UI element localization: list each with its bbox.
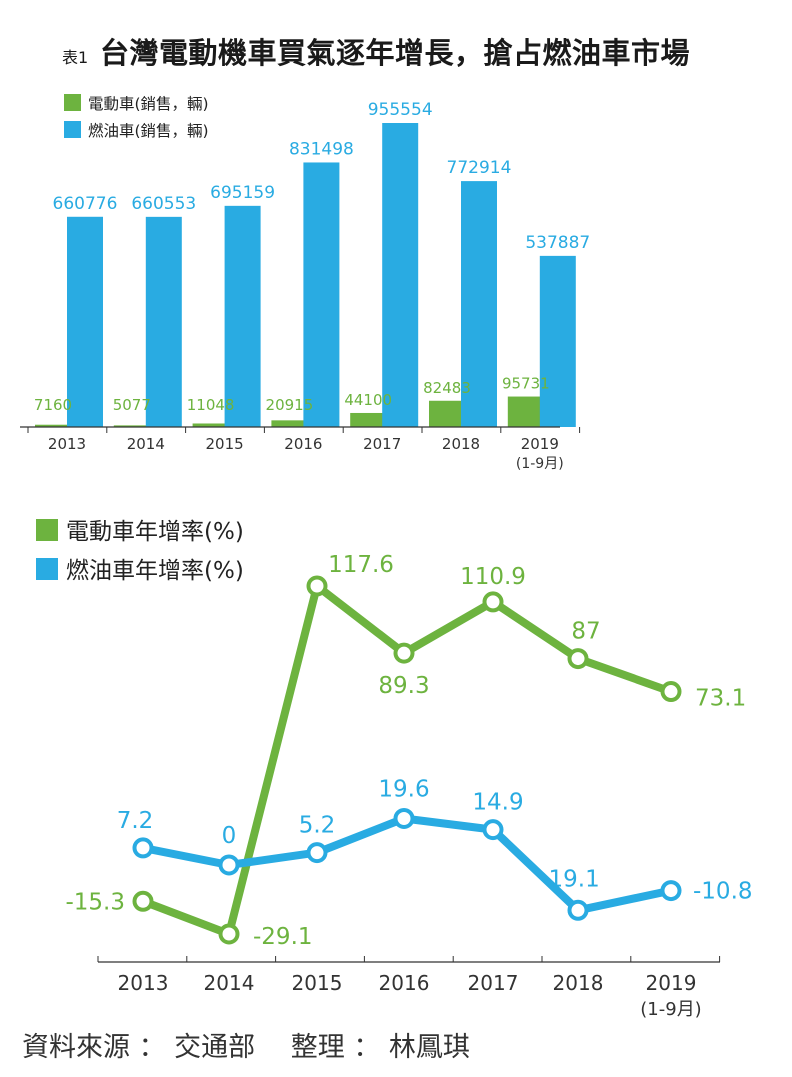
line-data-label-fuel: 0 [222,823,237,849]
source-credit: 資料來源 ： 交通部 整理 ： 林鳳琪 [22,1032,470,1063]
bar-fuel-value-label: 772914 [447,158,512,178]
line-data-label-fuel: 14.9 [472,790,523,816]
line-data-label-fuel: -10.8 [693,879,753,905]
bar-fuel-value-label: 660776 [53,194,118,214]
bar-fuel-2013 [67,216,103,427]
line-data-label-electric: 87 [571,619,600,645]
line-point-fuel [567,899,589,921]
line-point-fuel [306,842,328,864]
line-point-electric [132,890,154,912]
bar-x-tick-label: 2019 [521,435,559,453]
bar-x-tick-note: (1-9月) [516,456,564,472]
line-point-electric [393,642,415,664]
bar-fuel-2019 [539,255,576,427]
line-legend-swatch-electric [36,519,58,541]
bar-fuel-2018 [461,181,497,427]
bar-electric-value-label: 5077 [113,396,151,414]
line-point-electric [482,591,504,613]
bar-electric-value-label: 7160 [34,396,72,414]
bar-legend-swatch-fuel [64,121,81,138]
line-point-electric [567,648,589,670]
line-data-label-electric: 110.9 [460,564,526,590]
page-title: 台灣電動機車買氣逐年增長，搶占燃油車市場 [100,36,691,70]
line-point-electric [218,923,240,945]
line-x-tick-label: 2014 [204,971,255,995]
bar-x-tick-label: 2014 [127,435,165,453]
bar-electric-value-label: 82483 [423,379,471,397]
bar-electric-2015 [192,423,229,427]
bar-legend-label-fuel: 燃油車(銷售，輛) [88,122,209,140]
bar-fuel-value-label: 955554 [368,100,433,120]
line-x-tick-label: 2019 [646,971,697,995]
line-data-label-electric: -15.3 [65,889,125,915]
bar-electric-2017 [350,412,387,427]
line-data-label-electric: 89.3 [378,673,429,699]
bar-electric-2018 [429,400,465,427]
line-x-tick-label: 2017 [468,971,519,995]
line-point-electric [306,575,328,597]
line-x-tick-note: (1-9月) [640,999,701,1020]
line-x-tick-label: 2016 [379,971,430,995]
line-point-fuel [660,880,682,902]
bar-electric-2016 [271,420,308,427]
bar-x-tick-label: 2017 [363,435,401,453]
bar-x-tick-label: 2015 [206,435,244,453]
line-legend-label-fuel: 燃油車年增率(%) [66,558,244,584]
line-legend-label-electric: 電動車年增率(%) [66,519,244,545]
bar-fuel-2014 [145,216,182,427]
bar-x-tick-label: 2013 [48,435,86,453]
line-x-tick-label: 2018 [553,971,604,995]
line-point-fuel [393,807,415,829]
line-data-label-fuel: -19.1 [540,866,600,892]
title-prefix: 表1 [62,48,89,67]
bar-electric-2014 [113,425,150,427]
bar-x-tick-label: 2016 [284,435,322,453]
bar-fuel-2015 [224,205,261,427]
line-x-tick-label: 2013 [118,971,169,995]
bar-fuel-value-label: 537887 [525,233,590,253]
bar-fuel-2016 [303,162,340,428]
bar-electric-value-label: 44100 [344,391,392,409]
line-point-electric [660,681,682,703]
line-data-label-fuel: 5.2 [299,813,336,839]
bar-electric-2013 [35,424,71,427]
line-data-label-electric: 117.6 [328,552,394,578]
bar-electric-value-label: 11048 [187,396,235,414]
bar-fuel-value-label: 831498 [289,139,354,159]
bar-fuel-2017 [382,123,419,427]
bar-electric-value-label: 20915 [266,396,314,414]
line-data-label-fuel: 19.6 [378,776,429,802]
line-point-fuel [482,819,504,841]
bar-x-tick-label: 2018 [442,435,480,453]
bar-electric-value-label: 95731 [502,375,550,393]
bar-electric-2019 [507,396,544,427]
bar-legend-label-electric: 電動車(銷售，輛) [88,95,209,113]
bar-legend-swatch-electric [64,94,81,111]
line-data-label-electric: 73.1 [695,686,746,712]
line-legend-swatch-fuel [36,558,58,580]
line-point-fuel [132,837,154,859]
bar-fuel-value-label: 695159 [210,183,275,203]
line-data-label-electric: -29.1 [253,924,313,950]
bar-fuel-value-label: 660553 [131,194,196,214]
line-data-label-fuel: 7.2 [117,808,154,834]
line-point-fuel [218,854,240,876]
line-x-tick-label: 2015 [292,971,343,995]
